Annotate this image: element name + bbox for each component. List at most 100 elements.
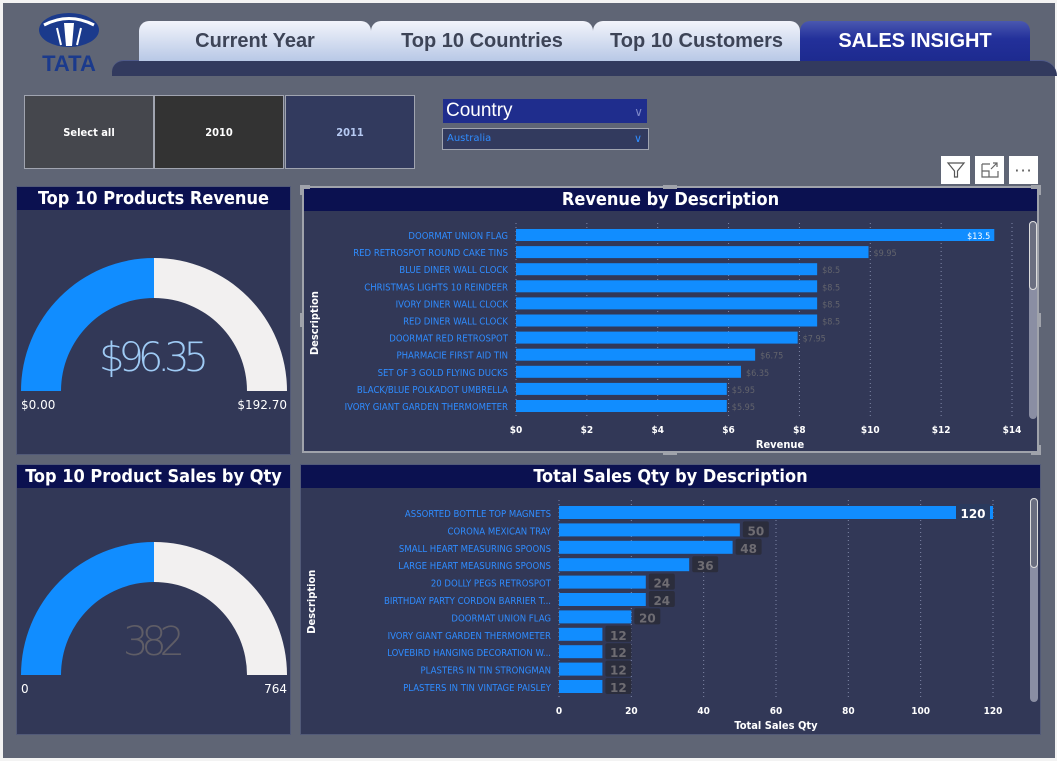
resize-handle[interactable] — [1037, 445, 1041, 455]
x-axis-title: Total Sales Qty — [734, 719, 818, 732]
resize-handle[interactable] — [663, 185, 677, 189]
gauge-card-revenue: Top 10 Products Revenue $96.35 $0.00 $192.… — [16, 186, 291, 455]
scrollbar-thumb[interactable] — [1029, 221, 1037, 290]
data-label: 50 — [747, 524, 764, 538]
tab-top-10-customers[interactable]: Top 10 Customers — [593, 21, 800, 61]
tab-sales-insight[interactable]: SALES INSIGHT — [800, 21, 1030, 61]
more-options-icon: ··· — [1014, 160, 1033, 180]
bar[interactable] — [516, 297, 818, 310]
bar[interactable] — [516, 365, 741, 378]
bar[interactable] — [559, 662, 603, 676]
gauge-title: Top 10 Products Revenue — [17, 187, 290, 210]
scrollbar[interactable] — [1030, 498, 1038, 702]
data-label: $6.35 — [746, 369, 769, 379]
year-option-2010[interactable]: 2010 — [154, 95, 284, 169]
data-label: $8.5 — [822, 318, 840, 328]
resize-handle[interactable] — [1031, 185, 1041, 189]
tata-logo-icon: TATA — [39, 13, 99, 74]
resize-handle[interactable] — [300, 185, 304, 195]
bar[interactable] — [559, 627, 603, 641]
category-label: SET OF 3 GOLD FLYING DUCKS — [378, 368, 508, 379]
x-tick-label: 80 — [842, 706, 855, 717]
tab-top-10-countries[interactable]: Top 10 Countries — [371, 21, 593, 61]
tab-label: Top 10 Customers — [610, 29, 783, 52]
bar[interactable] — [516, 229, 995, 241]
qty-bar-chart: 0 20 40 60 80 100 120 Total Sales Qty Descriptio… — [305, 500, 1002, 732]
country-dropdown[interactable]: Australia ∨ — [442, 128, 649, 150]
scrollbar[interactable] — [1029, 221, 1037, 419]
resize-handle[interactable] — [1037, 313, 1041, 327]
data-label: $8.5 — [822, 300, 840, 310]
data-label: 24 — [653, 594, 670, 608]
category-label: CORONA MEXICAN TRAY — [448, 526, 552, 537]
bar[interactable] — [559, 610, 632, 624]
country-slicer-title: Country — [446, 100, 513, 121]
category-label: DOORMAT UNION FLAG — [451, 613, 551, 624]
tab-label: SALES INSIGHT — [838, 29, 992, 52]
gauge-fill-arc — [21, 258, 154, 391]
data-label: 36 — [697, 559, 714, 573]
bar[interactable] — [559, 680, 603, 693]
bar[interactable] — [516, 348, 756, 361]
bar[interactable] — [559, 523, 740, 537]
gauge-card-qty: Top 10 Product Sales by Qty 382 0 764 — [16, 464, 291, 735]
bar[interactable] — [559, 645, 603, 659]
country-slicer-header[interactable]: Country ∨ — [443, 99, 647, 123]
category-label: RED DINER WALL CLOCK — [403, 317, 508, 328]
resize-handle[interactable] — [1031, 451, 1041, 455]
resize-handle[interactable] — [300, 313, 304, 327]
resize-handle[interactable] — [300, 185, 310, 189]
data-label: 12 — [610, 629, 627, 643]
filter-button[interactable] — [941, 156, 970, 184]
data-label: 12 — [610, 646, 627, 660]
bar[interactable] — [559, 575, 646, 589]
bar[interactable] — [516, 400, 727, 412]
bar[interactable] — [559, 593, 646, 606]
bar[interactable] — [516, 331, 798, 344]
year-option-select-all[interactable]: Select all — [24, 95, 154, 169]
bar[interactable] — [516, 263, 818, 276]
category-label: BIRTHDAY PARTY CORDON BARRIER T... — [384, 596, 551, 607]
x-tick-label: 0 — [556, 706, 562, 717]
scrollbar-thumb[interactable] — [1030, 498, 1038, 568]
gauge-title: Top 10 Product Sales by Qty — [17, 465, 290, 488]
resize-handle[interactable] — [663, 451, 677, 455]
category-label: BLUE DINER WALL CLOCK — [399, 265, 508, 276]
data-label-background — [634, 608, 661, 625]
data-label: $9.95 — [874, 249, 897, 259]
bar[interactable] — [559, 558, 690, 572]
data-label-background — [605, 660, 632, 677]
bar[interactable] — [516, 246, 869, 259]
category-label: IVORY DINER WALL CLOCK — [396, 299, 509, 310]
filter-icon — [946, 162, 965, 178]
chevron-down-icon: ∨ — [633, 132, 642, 145]
category-label: PLASTERS IN TIN STRONGMAN — [420, 666, 551, 677]
more-options-button[interactable]: ··· — [1009, 156, 1038, 184]
x-axis-title: Revenue — [756, 438, 805, 451]
x-tick-label: $2 — [581, 425, 594, 436]
revenue-by-description-card[interactable]: Revenue by Description $0 $2 $4 $6 $8 $10 $12 $… — [302, 186, 1039, 453]
category-label: DOORMAT RED RETROSPOT — [389, 334, 509, 345]
y-axis-title: Description — [305, 570, 318, 634]
resize-handle[interactable] — [1037, 185, 1041, 195]
data-label: 48 — [740, 542, 757, 556]
year-option-2011[interactable]: 2011 — [285, 95, 415, 169]
tab-label: Top 10 Countries — [401, 29, 563, 52]
gauge-max-label: 764 — [264, 682, 287, 696]
category-label: ASSORTED BOTTLE TOP MAGNETS — [405, 509, 551, 520]
data-label: $7.95 — [803, 335, 826, 345]
category-label: SMALL HEART MEASURING SPOONS — [399, 544, 551, 555]
bar[interactable] — [559, 540, 733, 554]
sales-qty-by-description-card[interactable]: Total Sales Qty by Description 0 20 40 60 80… — [300, 464, 1041, 735]
bar[interactable] — [516, 382, 727, 395]
bar[interactable] — [516, 314, 818, 327]
focus-mode-button[interactable] — [975, 156, 1004, 184]
country-selected-value: Australia — [447, 133, 492, 144]
bar[interactable] — [516, 280, 818, 293]
tab-current-year[interactable]: Current Year — [139, 21, 371, 61]
data-label-background — [956, 504, 990, 520]
x-tick-label: $12 — [932, 425, 951, 436]
data-label: 12 — [610, 681, 627, 695]
bar[interactable] — [559, 506, 993, 519]
x-tick-label: $8 — [793, 425, 806, 436]
